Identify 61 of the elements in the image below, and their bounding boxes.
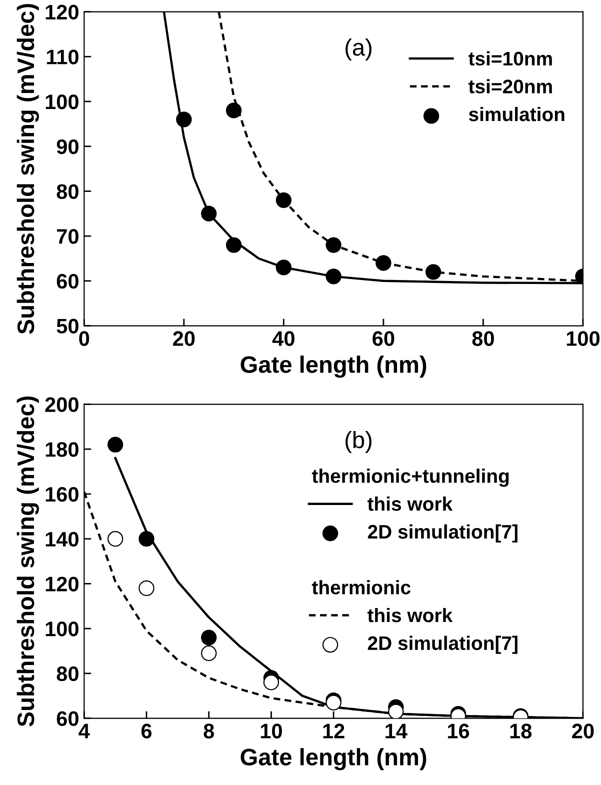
y-tick-label: 160 (46, 486, 78, 502)
point (276, 192, 292, 208)
legend-label: this work (367, 608, 453, 622)
x-tick-label: 6 (141, 724, 152, 738)
y-tick-label: 80 (56, 184, 78, 199)
x-tick-label: 40 (272, 331, 294, 346)
x-axis-title: Gate length (nm) (240, 748, 426, 770)
point (226, 102, 242, 118)
point (276, 260, 292, 276)
legend-label: 2D simulation[7] (368, 524, 518, 543)
point (376, 255, 392, 271)
y-tick-label: 120 (46, 4, 78, 20)
legend-label: this work (367, 496, 453, 511)
point (326, 268, 342, 284)
point (263, 674, 280, 690)
y-tick-label: 50 (56, 318, 78, 334)
x-tick-label: 0 (79, 331, 90, 346)
x-tick-label: 8 (204, 724, 214, 738)
y-tick-label: 180 (46, 442, 78, 457)
y-tick-label: 60 (56, 711, 78, 726)
y-tick-label: 110 (46, 50, 78, 64)
x-tick-label: 4 (78, 724, 90, 738)
legend-label: 2D simulation[7] (368, 636, 518, 654)
point (425, 264, 442, 280)
point (388, 704, 404, 718)
point (107, 436, 124, 452)
point (138, 531, 154, 547)
annotation: (b) (346, 430, 372, 453)
x-axis-title: Gate length (nm) (240, 356, 426, 378)
x-tick-label: 18 (510, 724, 532, 738)
annotation: thermionic+tunneling (312, 468, 509, 487)
point (326, 237, 342, 253)
legend-label: tsi=10nm (468, 51, 552, 66)
y-tick-label: 80 (56, 666, 78, 682)
x-tick-label: 12 (323, 724, 344, 738)
point (201, 630, 217, 646)
y-tick-label: 70 (57, 229, 78, 244)
x-tick-label: 60 (372, 331, 394, 346)
y-tick-label: 100 (46, 94, 78, 110)
x-tick-label: 80 (472, 331, 494, 346)
legend-label: simulation (468, 106, 564, 122)
y-tick-label: 200 (45, 397, 78, 412)
y-tick-label: 100 (46, 622, 78, 636)
y-tick-label: 140 (46, 532, 78, 547)
point (226, 237, 242, 253)
y-axis-title: Subthreshold swing (mV/dec) (16, 4, 39, 334)
y-tick-label: 120 (46, 576, 78, 592)
annotation: thermionic (312, 580, 411, 594)
point (201, 206, 217, 222)
x-tick-label: 16 (448, 724, 470, 738)
point (176, 112, 192, 128)
legend-label: tsi=20nm (468, 79, 552, 94)
y-tick-label: 90 (56, 139, 78, 154)
x-tick-label: 14 (386, 724, 408, 738)
x-tick-label: 20 (173, 331, 195, 346)
y-axis-title: Subthreshold swing (mV/dec) (16, 396, 39, 727)
x-tick-label: 10 (260, 724, 282, 738)
x-tick-label: 100 (566, 331, 600, 346)
x-tick-label: 20 (572, 724, 594, 738)
y-tick-label: 60 (56, 274, 78, 289)
annotation: (a) (346, 38, 372, 60)
